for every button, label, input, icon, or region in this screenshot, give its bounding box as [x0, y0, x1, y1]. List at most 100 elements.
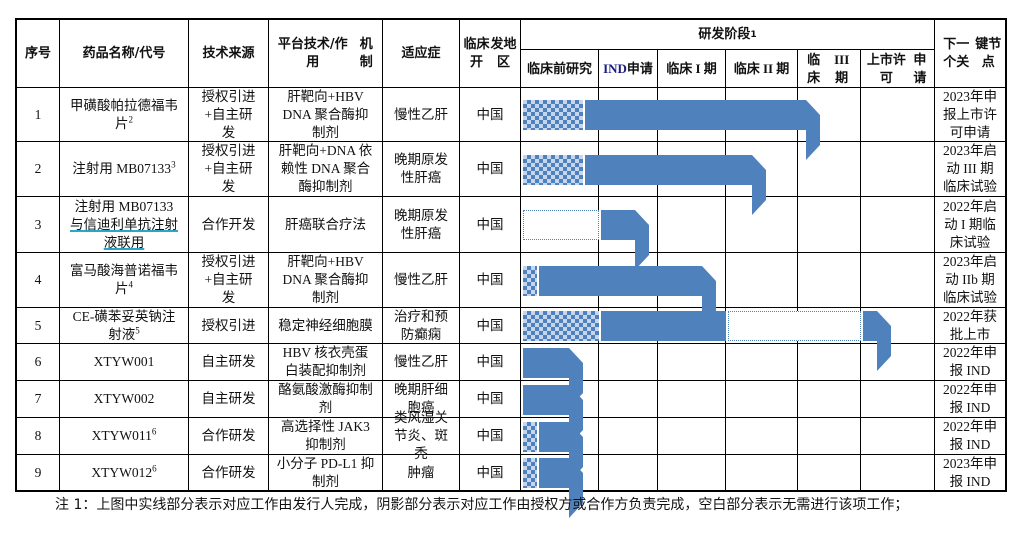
arrow-tip-icon — [569, 457, 584, 518]
text: 临床 II 期 — [733, 60, 790, 76]
solid-segment — [523, 347, 570, 378]
cell-next-milestone: 2022年获批上市 — [935, 308, 1005, 344]
text: 4 — [34, 272, 42, 287]
text: 键节点 — [975, 36, 1002, 70]
cell-stage-4 — [726, 418, 798, 455]
text: 上市许可 — [866, 51, 906, 85]
text: 申请 — [626, 60, 653, 76]
text: 合作开发 — [201, 216, 256, 232]
header-source: 技术来源 — [189, 20, 269, 88]
text: 肝靶向+DNA 依赖性 DNA 聚合酶抑制剂 — [278, 143, 373, 194]
cell-indication: 慢性乙肝 — [383, 344, 460, 381]
cell-stage-3 — [658, 418, 726, 455]
text: 平台技术/作用 — [277, 36, 348, 70]
text: 稳定神经细胞膜 — [278, 317, 373, 333]
cell-drug-name: 注射用 MB071333 — [60, 142, 189, 197]
solid-segment — [585, 154, 752, 185]
cell-stage-4 — [726, 197, 798, 253]
cell-stage-1 — [521, 455, 599, 490]
cell-seq: 9 — [17, 455, 60, 490]
text: 慢性乙肝 — [394, 106, 448, 122]
cell-source: 授权引进+自主研发 — [189, 142, 269, 197]
pipeline-table: 序号 药品名称/代号 技术来源 平台技术/作用 机制 适应症 临床开 发地区 研发阶段 1 下一个… — [15, 18, 1007, 518]
text: 类风湿关节炎、斑秃 — [394, 410, 448, 461]
cell-source: 自主研发 — [189, 381, 269, 418]
cell-stage-6 — [861, 308, 935, 344]
cell-region: 中国 — [460, 418, 521, 455]
cell-stage-3 — [658, 253, 726, 308]
cell-stage-5 — [798, 88, 861, 142]
text: 肝癌联合疗法 — [285, 216, 366, 232]
cell-next-milestone: 2023年启动 III 期临床试验 — [935, 142, 1005, 197]
text: HBV 核衣壳蛋白装配抑制剂 — [282, 345, 369, 378]
shaded-segment — [523, 154, 584, 185]
text: 中国 — [476, 106, 504, 122]
cell-source: 合作研发 — [189, 455, 269, 490]
cell-stage-5 — [798, 344, 861, 381]
cell-stage-4 — [726, 344, 798, 381]
cell-drug-name: XTYW001 — [60, 344, 189, 381]
cell-seq: 1 — [17, 88, 60, 142]
footnote-ref: 6 — [151, 426, 157, 437]
cell-drug-name: XTYW002 — [60, 381, 189, 418]
header-stage-2: IND 申请 — [599, 50, 658, 88]
cell-stage-2 — [599, 197, 658, 253]
text: 6 — [34, 354, 42, 369]
header-stage-4: 临床 II 期 — [726, 50, 798, 88]
cell-region: 中国 — [460, 142, 521, 197]
header-name: 药品名称/代号 — [60, 20, 189, 88]
cell-stage-6 — [861, 344, 935, 381]
text: 小分子 PD-L1 抑制剂 — [276, 455, 375, 489]
text: 下一个关 — [943, 36, 970, 70]
cell-stage-5 — [798, 253, 861, 308]
cell-stage-6 — [861, 418, 935, 455]
solid-segment — [863, 311, 877, 341]
arrow-tip-icon — [635, 210, 650, 270]
text: 9 — [34, 464, 42, 480]
text: 序号 — [24, 45, 51, 61]
cell-stage-6 — [861, 455, 935, 490]
shaded-segment — [523, 311, 599, 341]
header-seq: 序号 — [17, 20, 60, 88]
cell-platform: 高选择性 JAK3 抑制剂 — [269, 418, 383, 455]
cell-next-milestone: 2023年申报 IND — [935, 455, 1005, 490]
cell-stage-3 — [658, 455, 726, 490]
cell-indication: 慢性乙肝 — [383, 253, 460, 308]
cell-seq: 7 — [17, 381, 60, 418]
cell-next-milestone: 2022年申报 IND — [935, 381, 1005, 418]
footnote-ref: 2 — [128, 114, 134, 124]
cell-stage-3 — [658, 344, 726, 381]
cell-platform: 小分子 PD-L1 抑制剂 — [269, 455, 383, 490]
cell-platform: 肝靶向+HBV DNA 聚合酶抑制剂 — [269, 88, 383, 142]
cell-platform: 肝靶向+HBV DNA 聚合酶抑制剂 — [269, 253, 383, 308]
cell-stage-6 — [861, 88, 935, 142]
text: 合作研发 — [201, 464, 256, 480]
text: 晚期原发性肝癌 — [394, 207, 448, 241]
cell-region: 中国 — [460, 88, 521, 142]
cell-stage-5 — [798, 197, 861, 253]
cell-region: 中国 — [460, 381, 521, 418]
cell-stage-5 — [798, 418, 861, 455]
text: 自主研发 — [201, 354, 256, 369]
text: 临床 — [807, 51, 821, 85]
cell-source: 合作研发 — [189, 418, 269, 455]
text: 慢性乙肝 — [394, 354, 448, 369]
text: 注射用 MB07133 — [72, 161, 172, 176]
cell-platform: 肝癌联合疗法 — [269, 197, 383, 253]
cell-stage-1 — [521, 418, 599, 455]
cell-drug-name: 富马酸海普诺福韦片4 — [60, 253, 189, 308]
cell-source: 自主研发 — [189, 344, 269, 381]
text: 酪氨酸激酶抑制剂 — [278, 382, 373, 415]
cell-seq: 2 — [17, 142, 60, 197]
text: 晚期肝细胞癌 — [394, 382, 448, 415]
cell-seq: 8 — [17, 418, 60, 455]
cell-stage-1 — [521, 344, 599, 381]
text: 2023年申报上市许可申请 — [943, 88, 997, 140]
text: 2 — [34, 161, 42, 176]
cell-stage-3 — [658, 197, 726, 253]
solid-segment — [601, 311, 726, 341]
cell-drug-name: XTYW0126 — [60, 455, 189, 490]
header-stage-1: 临床前 研究 — [521, 50, 599, 88]
text: 甲磺酸帕拉德福韦片 — [70, 97, 178, 131]
text: 自主研发 — [201, 391, 256, 406]
